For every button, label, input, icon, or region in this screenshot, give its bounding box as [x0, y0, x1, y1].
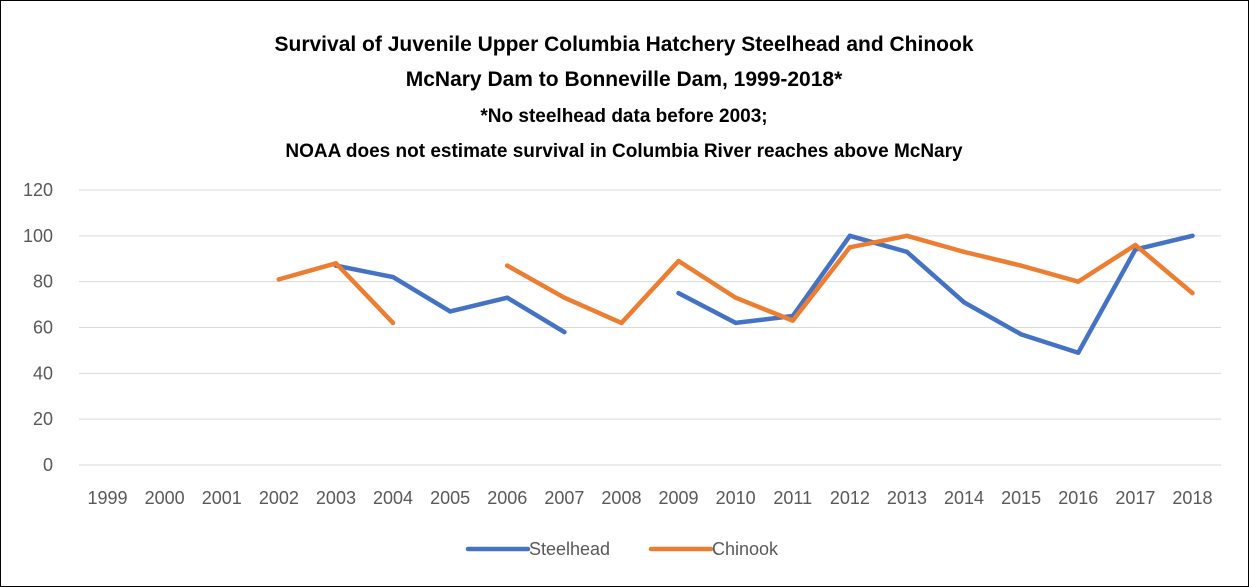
steelhead-point-2013: [904, 249, 910, 255]
chinook-point-2015: [1018, 263, 1024, 268]
series-chinook: [276, 233, 1195, 326]
gridlines: [79, 189, 1221, 466]
y-tick-label: 20: [33, 409, 53, 429]
x-tick-label: 2004: [373, 488, 413, 508]
chinook-point-2012: [847, 245, 853, 250]
y-tick-label: 0: [43, 455, 53, 475]
x-tick-label: 2006: [487, 488, 527, 508]
x-tick-label: 1999: [88, 488, 128, 508]
y-tick-label: 100: [23, 226, 53, 246]
steelhead-point-2006: [505, 295, 510, 300]
x-tick-label: 2007: [544, 488, 584, 508]
x-tick-label: 2005: [430, 488, 470, 508]
legend-label-steelhead: Steelhead: [529, 539, 610, 559]
chinook-point-2011: [790, 318, 795, 323]
x-tick-label: 2016: [1058, 488, 1098, 508]
chart-title-line-1: Survival of Juvenile Upper Columbia Hatc…: [275, 33, 974, 56]
steelhead-point-2005: [447, 309, 453, 314]
y-tick-label: 120: [23, 180, 53, 200]
x-tick-label: 2017: [1115, 488, 1155, 508]
x-tick-label: 2003: [316, 488, 356, 508]
x-tick-label: 2008: [601, 488, 641, 508]
x-tick-label: 2001: [202, 488, 242, 508]
y-tick-label: 40: [33, 363, 53, 383]
steelhead-point-2012: [847, 233, 853, 239]
x-tick-label: 2018: [1172, 488, 1212, 508]
steelhead-point-2015: [1018, 332, 1024, 337]
series-steelhead: [333, 233, 1195, 355]
chinook-point-2002: [276, 277, 282, 282]
steelhead-point-2009: [676, 290, 681, 296]
legend-label-chinook: Chinook: [712, 539, 779, 559]
chinook-point-2007: [562, 295, 567, 300]
chinook-point-2016: [1076, 279, 1081, 284]
chinook-point-2018: [1190, 290, 1195, 296]
chinook-point-2008: [619, 320, 624, 326]
y-tick-label: 60: [33, 318, 53, 338]
chinook-point-2017: [1133, 242, 1138, 248]
x-tick-label: 2010: [716, 488, 756, 508]
steelhead-point-2016: [1076, 350, 1081, 355]
chinook-point-2009: [676, 258, 681, 264]
steelhead-point-2007: [562, 329, 567, 335]
chart-title: Survival of Juvenile Upper Columbia Hatc…: [275, 33, 974, 162]
chart-title-line-2: McNary Dam to Bonneville Dam, 1999-2018*: [406, 68, 843, 91]
chinook-point-2004: [390, 320, 396, 326]
series-lines: [276, 233, 1195, 355]
chinook-point-2006: [505, 263, 510, 268]
x-tick-label: 2000: [145, 488, 185, 508]
x-axis-tick-labels: 1999 2000 2001 2002 2003 2004 2005 2006 2007 2008…: [88, 488, 1213, 508]
y-tick-label: 80: [33, 272, 53, 292]
steelhead-point-2010: [733, 320, 738, 326]
chart-title-line-4: NOAA does not estimate survival in Colum…: [285, 141, 963, 162]
chart-title-line-3: *No steelhead data before 2003;: [480, 106, 767, 127]
x-tick-label: 2013: [887, 488, 927, 508]
x-tick-label: 2009: [659, 488, 699, 508]
y-axis-tick-labels: 0 20 40 60 80 100 120: [23, 180, 53, 475]
steelhead-point-2004: [390, 274, 396, 280]
x-tick-label: 2012: [830, 488, 870, 508]
steelhead-line-segment: [676, 233, 1195, 355]
steelhead-point-2014: [961, 300, 967, 305]
x-tick-label: 2002: [259, 488, 299, 508]
chinook-point-2014: [961, 249, 967, 255]
chinook-point-2010: [733, 295, 738, 300]
chinook-point-2013: [904, 233, 910, 239]
x-tick-label: 2015: [1001, 488, 1041, 508]
legend: Steelhead Chinook: [465, 539, 779, 559]
steelhead-point-2018: [1190, 233, 1195, 239]
x-tick-label: 2014: [944, 488, 984, 508]
chinook-point-2003: [333, 261, 339, 266]
x-tick-label: 2011: [773, 488, 812, 508]
